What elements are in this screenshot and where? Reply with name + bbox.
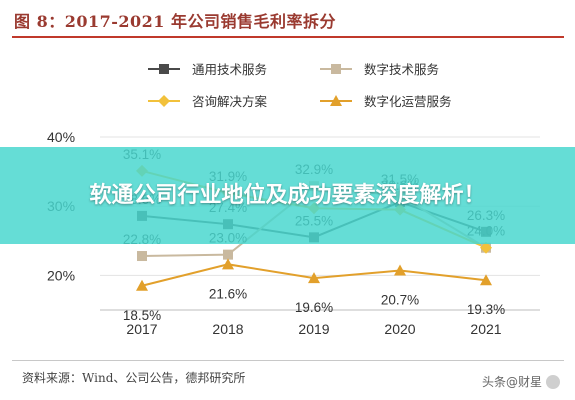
- data-point: [308, 272, 320, 284]
- legend-label: 数字化运营服务: [364, 94, 452, 109]
- legend-label: 数字技术服务: [364, 62, 439, 77]
- data-label: 20.7%: [381, 293, 419, 308]
- data-point: [480, 241, 492, 254]
- headline-banner[interactable]: 软通公司行业地位及成功要素深度解析！: [0, 147, 575, 244]
- data-point: [223, 249, 233, 260]
- source-note: 资料来源：Wind、公司公告，德邦研究所: [22, 371, 246, 385]
- x-tick-label: 2021: [470, 321, 501, 337]
- data-point: [222, 258, 234, 270]
- y-tick-label: 20%: [47, 267, 75, 283]
- data-label: 19.3%: [467, 302, 505, 317]
- legend-swatch-marker: [330, 95, 342, 106]
- data-label: 21.6%: [209, 286, 247, 301]
- watermark-text: 头条@财星: [482, 375, 543, 389]
- legend-label: 咨询解决方案: [192, 94, 268, 109]
- watermark-logo-icon: [546, 374, 561, 389]
- data-point: [137, 251, 147, 262]
- data-point: [480, 274, 492, 286]
- watermark: 头条@财星: [482, 373, 561, 390]
- x-tick-label: 2019: [298, 321, 329, 337]
- legend-label: 通用技术服务: [192, 62, 267, 77]
- source-divider: [12, 360, 564, 361]
- x-tick-label: 2020: [384, 321, 415, 337]
- figure-title: 图 8：2017-2021 年公司销售毛利率拆分: [14, 12, 336, 31]
- x-tick-label: 2017: [126, 321, 157, 337]
- y-tick-label: 40%: [47, 129, 75, 145]
- x-tick-label: 2018: [212, 321, 243, 337]
- legend-swatch-marker: [159, 64, 169, 74]
- legend-swatch-marker: [158, 95, 170, 107]
- legend-swatch-marker: [331, 64, 341, 74]
- data-label: 19.6%: [295, 300, 333, 315]
- headline-text[interactable]: 软通公司行业地位及成功要素深度解析！: [89, 183, 486, 208]
- data-point: [136, 279, 148, 291]
- data-point: [394, 264, 406, 276]
- data-label: 18.5%: [123, 308, 161, 323]
- title-divider: [12, 36, 564, 38]
